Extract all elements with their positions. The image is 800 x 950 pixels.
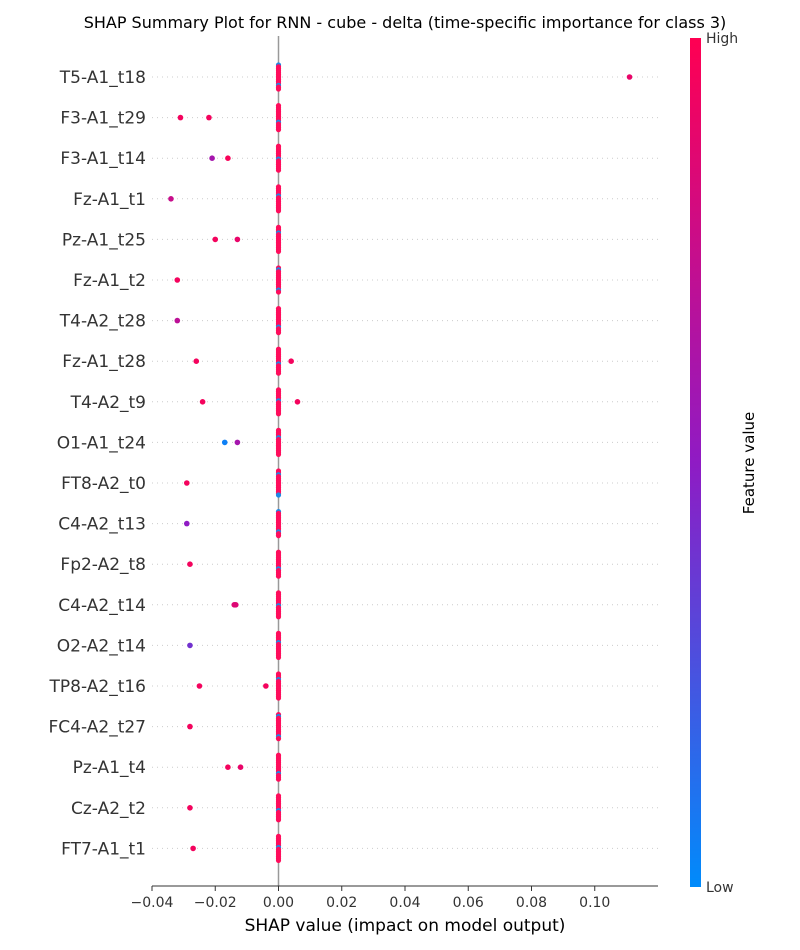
shap-point bbox=[168, 196, 174, 202]
feature-label: Fp2-A2_t8 bbox=[60, 555, 146, 575]
feature-label: T5-A1_t18 bbox=[59, 68, 146, 88]
shap-point bbox=[275, 492, 282, 498]
shap-point bbox=[193, 358, 200, 365]
shap-point bbox=[174, 317, 181, 324]
shap-point bbox=[221, 439, 228, 446]
shap-point bbox=[206, 114, 212, 121]
feature-label: Fz-A1_t28 bbox=[62, 352, 146, 372]
shap-point bbox=[275, 289, 282, 295]
shap-point bbox=[212, 236, 219, 243]
shap-point bbox=[275, 208, 282, 214]
shap-point bbox=[183, 520, 190, 527]
feature-label: C4-A2_t14 bbox=[58, 596, 146, 616]
colorbar-high-label: High bbox=[706, 31, 738, 47]
feature-label: O2-A2_t14 bbox=[57, 636, 146, 656]
feature-label: Pz-A1_t4 bbox=[73, 758, 146, 778]
shap-point bbox=[234, 236, 241, 243]
shap-point bbox=[225, 155, 231, 161]
x-tick-label: 0.02 bbox=[326, 895, 357, 911]
feature-label: FT7-A1_t1 bbox=[61, 839, 146, 859]
shap-point bbox=[196, 683, 203, 689]
feature-label: TP8-A2_t16 bbox=[49, 677, 146, 697]
shap-point bbox=[177, 114, 184, 121]
feature-label: F3-A1_t14 bbox=[60, 149, 146, 169]
feature-label: FC4-A2_t27 bbox=[49, 718, 146, 738]
shap-point bbox=[275, 573, 282, 579]
feature-label: T4-A2_t28 bbox=[59, 312, 146, 332]
feature-label: C4-A2_t13 bbox=[58, 515, 146, 535]
shap-point bbox=[237, 764, 244, 770]
shap-point bbox=[275, 167, 282, 173]
feature-label: Fz-A1_t1 bbox=[73, 190, 146, 210]
x-tick-label: 0.04 bbox=[389, 895, 420, 911]
x-tick-label: 0.00 bbox=[263, 895, 294, 911]
shap-point bbox=[275, 127, 282, 133]
shap-point bbox=[183, 480, 190, 486]
shap-point bbox=[275, 695, 282, 701]
x-axis-label: SHAP value (impact on model output) bbox=[245, 916, 566, 936]
shap-points bbox=[168, 62, 633, 864]
feature-label: Cz-A2_t2 bbox=[71, 799, 146, 819]
shap-point bbox=[275, 411, 282, 417]
feature-label: O1-A1_t24 bbox=[57, 433, 146, 453]
shap-point bbox=[190, 845, 196, 852]
x-tick-label: 0.06 bbox=[453, 895, 484, 911]
shap-point bbox=[209, 155, 215, 161]
shap-point bbox=[187, 561, 193, 567]
shap-point bbox=[187, 642, 193, 649]
feature-label: FT8-A2_t0 bbox=[61, 474, 146, 494]
colorbar-axis-label: Feature value bbox=[740, 412, 758, 514]
shap-point bbox=[275, 451, 282, 457]
shap-point bbox=[275, 330, 282, 336]
feature-label: T4-A2_t9 bbox=[70, 393, 146, 413]
feature-label: F3-A1_t29 bbox=[60, 109, 146, 129]
shap-point bbox=[275, 614, 282, 620]
shap-point bbox=[263, 683, 269, 689]
colorbar-low-label: Low bbox=[706, 880, 734, 896]
shap-point bbox=[275, 86, 282, 92]
shap-point bbox=[199, 399, 206, 405]
shap-point bbox=[275, 654, 282, 661]
shap-point bbox=[234, 439, 241, 446]
shap-point bbox=[233, 602, 239, 608]
x-tick-label: −0.04 bbox=[131, 895, 174, 911]
x-tick-label: 0.08 bbox=[516, 895, 547, 911]
x-axis-ticks: −0.04 −0.02 0.00 0.02 0.04 0.06 0.08 0.10 bbox=[131, 886, 610, 911]
shap-point bbox=[275, 736, 282, 742]
shap-point bbox=[275, 370, 282, 376]
feature-rows: T5-A1_t18 F3-A1_t29 F3-A1_t14 Fz-A1_t1 Pz-A1… bbox=[49, 68, 658, 859]
feature-label: Pz-A1_t25 bbox=[62, 230, 146, 250]
shap-point bbox=[275, 817, 282, 823]
colorbar bbox=[690, 38, 701, 887]
x-tick-label: −0.02 bbox=[194, 895, 237, 911]
shap-point bbox=[187, 805, 193, 811]
shap-point bbox=[275, 776, 282, 782]
shap-point bbox=[294, 399, 301, 405]
shap-point bbox=[275, 248, 282, 254]
shap-point bbox=[225, 764, 231, 770]
feature-label: Fz-A1_t2 bbox=[73, 271, 146, 291]
chart-title: SHAP Summary Plot for RNN - cube - delta… bbox=[84, 13, 727, 32]
shap-point bbox=[174, 277, 181, 283]
shap-point bbox=[275, 533, 282, 539]
shap-point bbox=[187, 723, 193, 730]
x-tick-label: 0.10 bbox=[579, 895, 610, 911]
shap-point bbox=[626, 74, 633, 80]
shap-point bbox=[275, 857, 282, 864]
shap-point bbox=[288, 358, 294, 365]
